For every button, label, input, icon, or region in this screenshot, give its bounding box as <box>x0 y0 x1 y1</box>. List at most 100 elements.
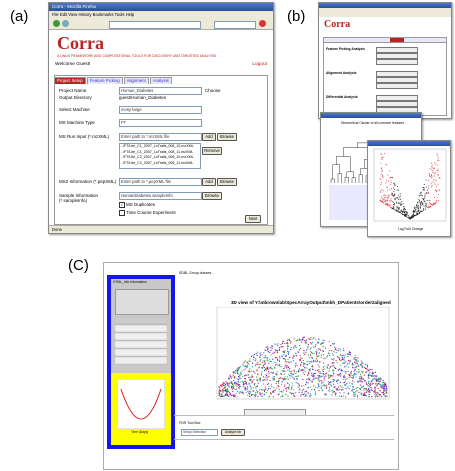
decor-dot <box>300 365 302 367</box>
text-input[interactable]: Human_Diabetes <box>119 87 202 95</box>
browse-button[interactable]: Browse <box>217 178 237 186</box>
action-button[interactable] <box>376 77 418 83</box>
decor-dot <box>326 355 329 357</box>
decor-dot <box>262 379 264 381</box>
decor-dot <box>414 207 416 209</box>
action-button[interactable] <box>376 53 418 59</box>
add-button[interactable]: Add <box>202 133 216 141</box>
tab[interactable]: Alignment <box>123 77 149 84</box>
remove-button[interactable]: Remove <box>202 147 222 155</box>
file-item[interactable]: ../FT/Lite_C1_2007_LoTrails_008_11.mzXML <box>121 149 194 154</box>
decor-dot <box>381 170 383 172</box>
decor-dot <box>312 359 315 361</box>
decor-dot <box>362 378 365 380</box>
stop-icon[interactable] <box>259 20 266 27</box>
decor-dot <box>260 359 262 361</box>
decor-dot <box>436 170 438 172</box>
decor-dot <box>378 395 381 397</box>
analyze-button[interactable]: Analyze fdr <box>221 429 245 436</box>
decor-dot <box>383 199 385 201</box>
action-button[interactable] <box>376 71 418 77</box>
decor-dot <box>261 395 264 398</box>
tab[interactable]: Analysis <box>149 77 172 84</box>
text-input[interactable]: Enter path to *.mzXML file <box>119 133 202 141</box>
decor-dot <box>388 170 390 172</box>
file-item[interactable]: ../FT/Lite_C2_2007_LoTrails_008_10.mzXML <box>121 155 194 159</box>
checkbox[interactable]: ✓ <box>119 202 125 208</box>
decor-dot <box>270 371 272 373</box>
decor-dot <box>250 355 253 358</box>
select[interactable]: mosy-large <box>119 106 202 114</box>
decor-dot <box>369 386 371 388</box>
decor-dot <box>225 389 227 392</box>
url-bar[interactable] <box>109 20 201 29</box>
checkbox[interactable] <box>119 210 125 216</box>
decor-dot <box>273 378 275 381</box>
logout-link[interactable]: Logout <box>252 62 267 67</box>
decor-dot <box>391 200 393 202</box>
decor-dot <box>395 197 397 199</box>
next-button[interactable]: Next <box>245 215 261 223</box>
decor-dot <box>403 207 405 209</box>
decor-dot <box>259 356 261 359</box>
active-tab[interactable] <box>390 38 404 42</box>
decor-dot <box>333 351 335 353</box>
decor-dot <box>371 374 373 377</box>
action-button[interactable] <box>376 47 418 53</box>
action-button[interactable] <box>376 59 418 65</box>
action-button[interactable] <box>376 95 418 101</box>
decor-dot <box>269 388 271 390</box>
decor-dot <box>420 201 422 203</box>
decor-dot <box>289 368 291 370</box>
decor-dot <box>434 197 436 199</box>
decor-dot <box>350 375 352 377</box>
browse-button[interactable]: Browse <box>217 133 237 141</box>
file-item[interactable]: ../FT/Lite_C2_2007_LoTrails_008_11.mzXML <box>121 160 194 165</box>
decor-dot <box>269 373 271 375</box>
select[interactable]: FT <box>119 119 202 127</box>
decor-dot <box>358 377 361 379</box>
decor-dot <box>267 360 269 362</box>
decor-dot <box>380 182 382 184</box>
tab[interactable]: Feature Picking <box>86 77 123 84</box>
decor-dot <box>383 382 385 384</box>
decor-dot <box>410 215 412 217</box>
decor-dot <box>437 174 439 176</box>
browse-button[interactable]: Browse <box>202 192 222 200</box>
action-button[interactable] <box>376 83 418 89</box>
decor-dot <box>358 371 360 373</box>
decor-dot <box>431 169 433 171</box>
decor-dot <box>360 381 362 383</box>
decor-dot <box>284 370 286 372</box>
decor-dot <box>288 339 291 342</box>
decor-dot <box>317 379 319 381</box>
file-item[interactable]: ../FT/Lite_C1_2007_LoTrails_008_10.mzXML <box>121 144 194 148</box>
search-box[interactable] <box>214 20 256 29</box>
decor-dot <box>386 199 388 201</box>
back-icon[interactable] <box>53 20 60 27</box>
text-input[interactable]: Enter path to *.pepXML file <box>119 178 202 186</box>
select[interactable]: Setup Selection <box>181 429 218 436</box>
action-button[interactable] <box>376 101 418 107</box>
text-input[interactable]: HumanDiabetes.sampleInfo <box>119 192 202 200</box>
forward-icon[interactable] <box>62 20 69 27</box>
decor-dot <box>320 379 322 382</box>
decor-dot <box>342 395 345 397</box>
decor-dot <box>367 385 369 387</box>
decor-dot <box>285 365 288 367</box>
file-list[interactable]: ../FT/Lite_C1_2007_LoTrails_008_10.mzXML… <box>119 143 201 169</box>
add-button[interactable]: Add <box>202 178 216 186</box>
choose-select[interactable]: Choose <box>205 88 221 93</box>
decor-dot <box>352 386 354 388</box>
decor-dot <box>226 392 228 394</box>
decor-dot <box>364 380 366 383</box>
decor-dot <box>337 356 339 358</box>
decor-dot <box>272 379 274 381</box>
decor-dot <box>260 367 263 369</box>
decor-dot <box>310 336 312 339</box>
decor-dot <box>349 353 351 355</box>
decor-dot <box>310 351 312 353</box>
decor-dot <box>281 377 283 379</box>
decor-dot <box>297 371 300 373</box>
decor-dot <box>302 388 305 390</box>
